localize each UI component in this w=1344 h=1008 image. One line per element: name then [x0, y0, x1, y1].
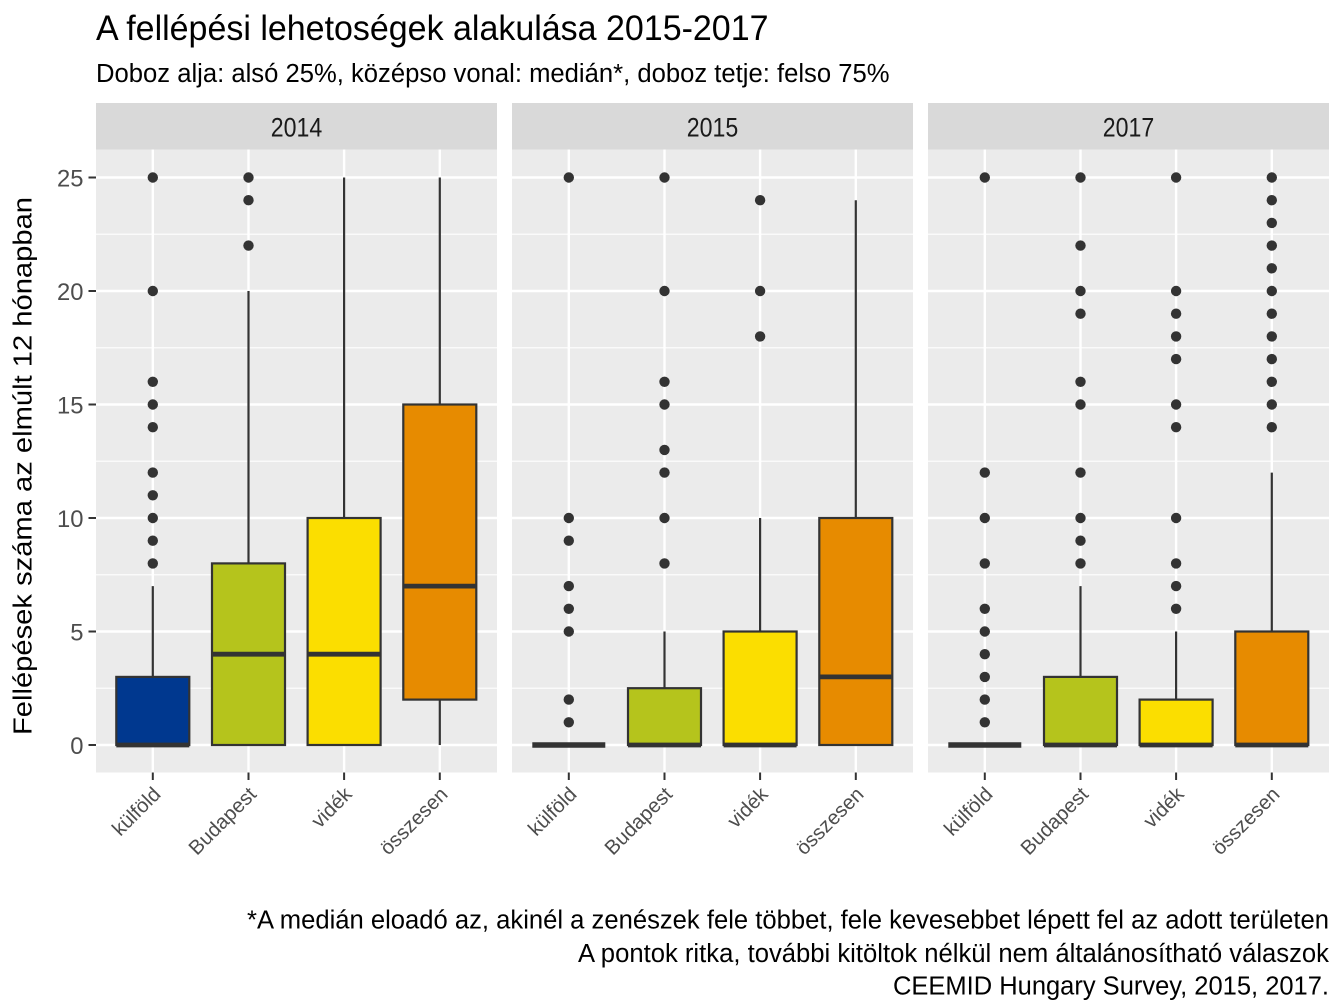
svg-text:5: 5 — [70, 620, 83, 647]
svg-text:10: 10 — [57, 506, 83, 533]
svg-text:CEEMID Hungary Survey, 2015, 2: CEEMID Hungary Survey, 2015, 2017. — [893, 970, 1329, 1000]
svg-text:20: 20 — [57, 279, 83, 306]
svg-text:*A medián eloadó az, akinél a: *A medián eloadó az, akinél a zenészek f… — [247, 904, 1329, 934]
svg-text:Doboz alja: alsó 25%, középso: Doboz alja: alsó 25%, középso vonal: med… — [96, 58, 890, 88]
svg-text:25: 25 — [57, 166, 83, 193]
svg-text:2015: 2015 — [687, 113, 739, 143]
svg-text:Fellépések száma az elmúlt 12: Fellépések száma az elmúlt 12 hónapban — [8, 197, 38, 735]
svg-text:A pontok ritka, további kitölt: A pontok ritka, további kitöltok nélkül … — [578, 938, 1330, 968]
svg-text:0: 0 — [70, 733, 83, 760]
svg-text:2017: 2017 — [1103, 113, 1155, 143]
svg-text:2014: 2014 — [271, 113, 323, 143]
svg-text:A fellépési lehetoségek alakul: A fellépési lehetoségek alakulása 2015-2… — [96, 9, 769, 48]
svg-text:15: 15 — [57, 393, 83, 420]
